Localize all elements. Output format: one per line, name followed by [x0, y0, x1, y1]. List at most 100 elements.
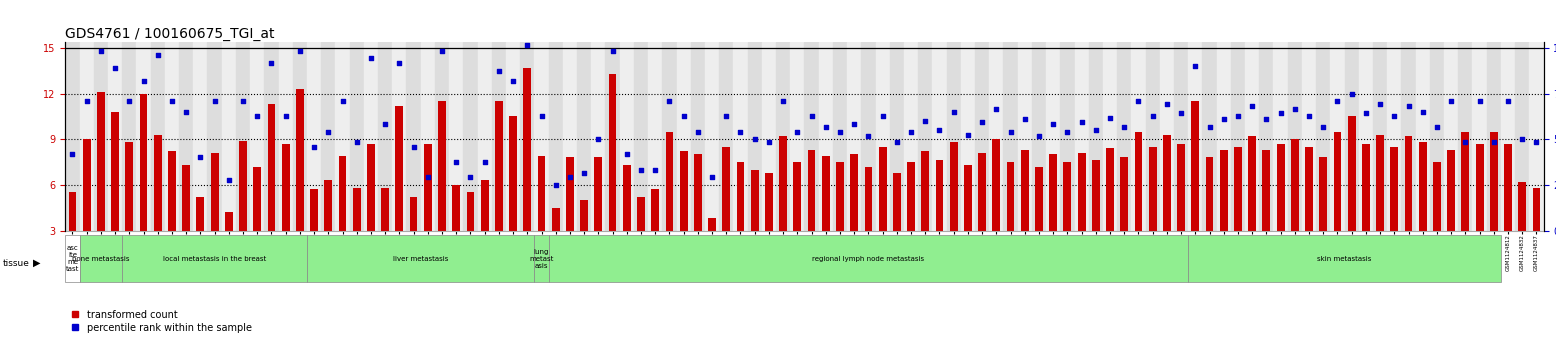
Bar [1035, 167, 1043, 231]
Bar [776, 42, 790, 231]
Bar [123, 42, 137, 231]
Bar [296, 89, 303, 231]
Point [756, 139, 781, 145]
Point [1523, 139, 1548, 145]
Bar [110, 112, 118, 231]
Text: asc
ite
me
tast: asc ite me tast [65, 245, 79, 272]
Bar [794, 162, 801, 231]
Point [288, 48, 313, 54]
Bar [420, 42, 434, 231]
Point [1310, 124, 1335, 130]
Point [1141, 113, 1165, 119]
Bar [395, 106, 403, 231]
Point [457, 174, 482, 180]
Bar [467, 192, 475, 231]
Point [1354, 110, 1379, 116]
Bar [1092, 160, 1100, 231]
Bar [594, 158, 602, 231]
Bar [310, 189, 317, 231]
Bar [151, 42, 165, 231]
Bar [464, 42, 478, 231]
Point [856, 133, 881, 139]
Bar [990, 42, 1004, 231]
Point [685, 129, 710, 134]
Bar [1276, 144, 1285, 231]
Point [244, 113, 269, 119]
Bar [1145, 42, 1159, 231]
Point [1083, 127, 1108, 133]
Bar [862, 42, 876, 231]
Bar [1231, 42, 1245, 231]
Bar [836, 162, 843, 231]
Bar [509, 116, 517, 231]
Bar [254, 167, 261, 231]
Bar [694, 154, 702, 231]
Bar [434, 42, 450, 231]
Point [1340, 91, 1365, 97]
Bar [1192, 101, 1200, 231]
Bar [251, 42, 265, 231]
Bar [652, 189, 660, 231]
Bar [636, 197, 644, 231]
Point [913, 118, 938, 124]
Point [1296, 113, 1321, 119]
Bar [846, 42, 862, 231]
Bar [766, 173, 773, 231]
Bar [1060, 42, 1075, 231]
Bar [324, 180, 333, 231]
Bar [353, 188, 361, 231]
Point [1097, 115, 1122, 121]
Bar [818, 42, 832, 231]
Bar [1519, 182, 1526, 231]
Point [1113, 124, 1137, 130]
Bar [409, 197, 417, 231]
Point [258, 60, 283, 66]
Bar [165, 42, 179, 231]
Bar [1032, 42, 1046, 231]
Point [1495, 98, 1520, 104]
Point [487, 68, 512, 74]
Bar [293, 42, 307, 231]
Point [103, 65, 128, 70]
Bar [619, 42, 633, 231]
Bar [79, 235, 123, 282]
Bar [633, 42, 649, 231]
Bar [1530, 42, 1544, 231]
Point [131, 78, 156, 84]
Bar [207, 42, 221, 231]
Bar [154, 135, 162, 231]
Bar [282, 144, 289, 231]
Bar [268, 104, 275, 231]
Bar [495, 101, 503, 231]
Bar [1078, 153, 1086, 231]
Point [1439, 98, 1464, 104]
Point [1041, 121, 1066, 127]
Bar [580, 200, 588, 231]
Bar [1106, 148, 1114, 231]
Legend: transformed count, percentile rank within the sample: transformed count, percentile rank withi… [67, 306, 255, 337]
Bar [1117, 42, 1131, 231]
Bar [1533, 188, 1540, 231]
Bar [822, 156, 829, 231]
Bar [1486, 42, 1502, 231]
Bar [107, 42, 123, 231]
Point [629, 167, 654, 172]
Bar [1217, 42, 1231, 231]
Point [1396, 103, 1421, 109]
Bar [752, 170, 759, 231]
Bar [1505, 144, 1512, 231]
Bar [68, 192, 76, 231]
Point [1183, 63, 1207, 69]
Bar [1245, 42, 1259, 231]
Bar [65, 42, 79, 231]
Point [1282, 106, 1307, 112]
Point [202, 98, 227, 104]
Point [1013, 117, 1038, 122]
Bar [367, 144, 375, 231]
Bar [1391, 147, 1399, 231]
Point [401, 144, 426, 150]
Bar [1475, 144, 1483, 231]
Point [1509, 136, 1534, 142]
Point [302, 144, 327, 150]
Bar [1458, 42, 1472, 231]
